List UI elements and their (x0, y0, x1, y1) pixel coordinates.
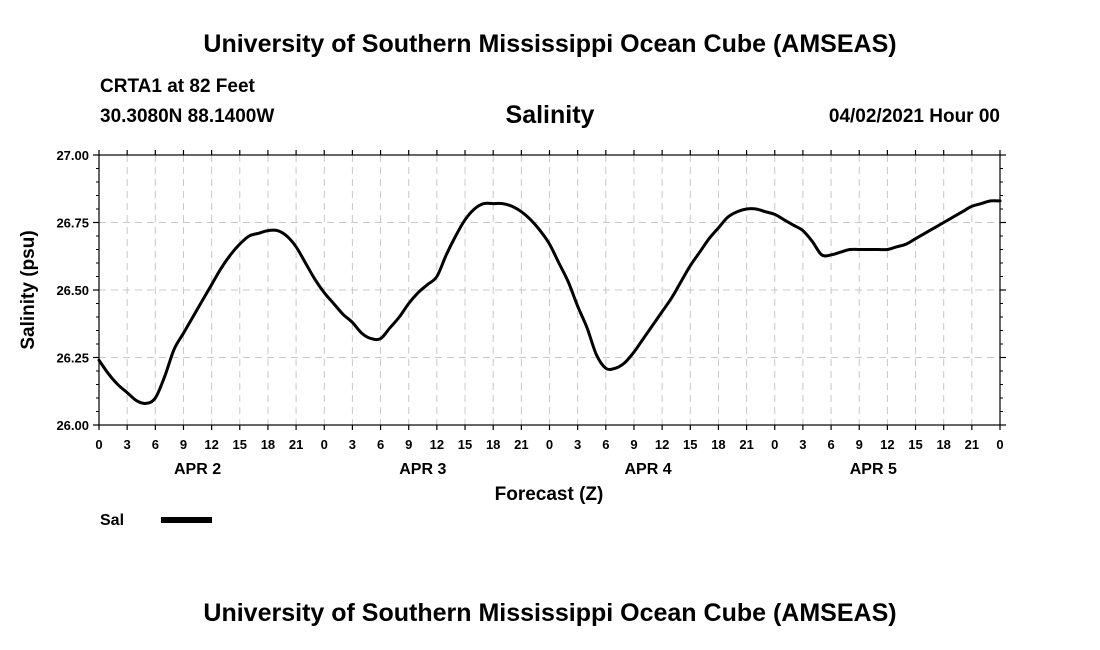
y-tick-label: 26.00 (56, 418, 89, 433)
chart-title: Salinity (505, 101, 595, 129)
y-tick-labels: 26.00 26.25 26.50 26.75 27.00 (56, 148, 89, 433)
day-label: APR 5 (850, 461, 897, 478)
x-tick-label: 3 (574, 437, 581, 452)
coordinates-label: 30.3080N 88.1400W (100, 106, 275, 127)
x-tick-label: 15 (233, 437, 247, 452)
x-tick-label: 9 (630, 437, 637, 452)
x-tick-label: 18 (711, 437, 725, 452)
x-tick-label: 21 (514, 437, 528, 452)
top-title: University of Southern Mississippi Ocean… (203, 30, 897, 58)
x-tick-label: 18 (936, 437, 950, 452)
y-axis-title: Salinity (psu) (18, 230, 39, 349)
x-axis-title: Forecast (Z) (495, 484, 604, 505)
x-tick-label: 9 (180, 437, 187, 452)
x-tick-labels: 0 3 6 9 12 15 18 21 0 3 6 9 12 15 18 21 0 3 6 9 12 15 18 21 0 3 6 9… (95, 437, 1003, 452)
bottom-title: University of Southern Mississippi Ocean… (203, 599, 897, 627)
x-tick-label: 3 (124, 437, 131, 452)
x-tick-label: 0 (996, 437, 1003, 452)
x-tick-label: 9 (856, 437, 863, 452)
grid-lines (99, 155, 1000, 425)
x-tick-label: 6 (827, 437, 834, 452)
x-tick-label: 21 (289, 437, 303, 452)
day-label: APR 2 (174, 461, 221, 478)
x-tick-label: 15 (683, 437, 697, 452)
legend-label: Sal (100, 512, 124, 529)
y-tick-label: 26.25 (56, 351, 89, 366)
station-label: CRTA1 at 82 Feet (100, 76, 255, 97)
day-labels: APR 2 APR 3 APR 4 APR 5 (174, 461, 897, 478)
x-tick-label: 3 (799, 437, 806, 452)
x-tick-label: 15 (458, 437, 472, 452)
x-tick-label: 12 (430, 437, 444, 452)
series-line-sal (97, 199, 1002, 405)
x-tick-label: 6 (602, 437, 609, 452)
x-tick-label: 0 (546, 437, 553, 452)
timestamp-label: 04/02/2021 Hour 00 (828, 106, 1000, 127)
y-tick-label: 27.00 (56, 148, 89, 163)
x-tick-label: 9 (405, 437, 412, 452)
x-tick-label: 3 (349, 437, 356, 452)
day-label: APR 4 (624, 461, 671, 478)
x-tick-label: 21 (965, 437, 979, 452)
x-tick-label: 6 (152, 437, 159, 452)
y-tick-label: 26.50 (56, 283, 89, 298)
x-tick-label: 18 (261, 437, 275, 452)
x-tick-label: 0 (321, 437, 328, 452)
x-tick-label: 18 (486, 437, 500, 452)
y-tick-label: 26.75 (56, 216, 89, 231)
x-tick-label: 21 (739, 437, 753, 452)
x-tick-label: 0 (95, 437, 102, 452)
day-label: APR 3 (399, 461, 446, 478)
axis-ticks (93, 150, 1006, 430)
x-tick-label: 0 (771, 437, 778, 452)
x-tick-label: 6 (377, 437, 384, 452)
x-tick-label: 12 (880, 437, 894, 452)
x-tick-label: 12 (655, 437, 669, 452)
x-tick-label: 12 (204, 437, 218, 452)
x-tick-label: 15 (908, 437, 922, 452)
